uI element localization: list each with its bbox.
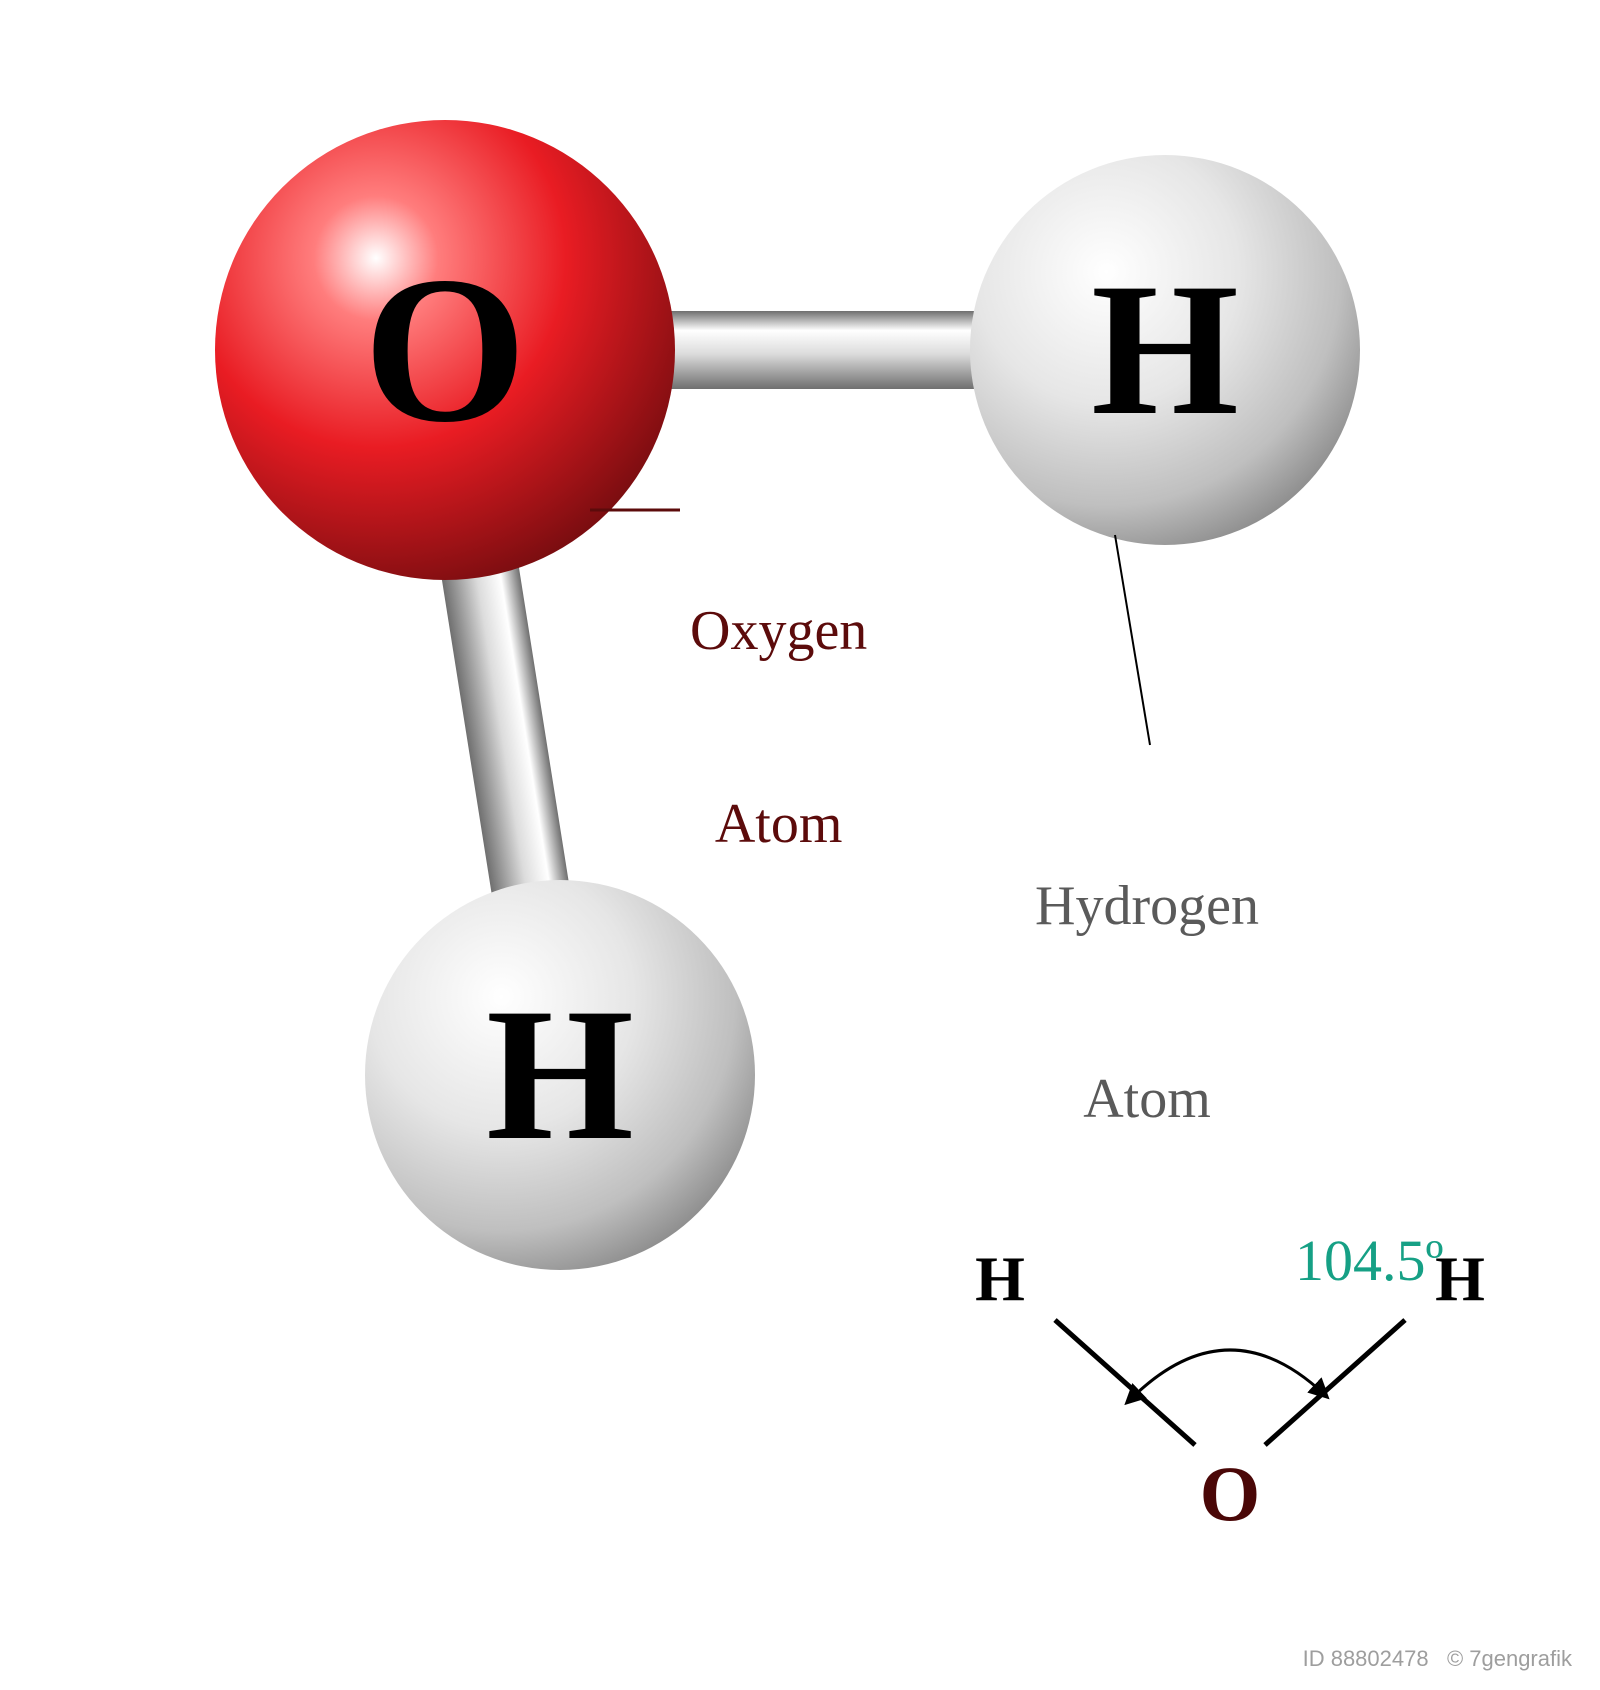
hydrogen-atom-right: H: [970, 155, 1360, 545]
oxygen-callout: Oxygen Atom: [690, 470, 867, 985]
image-id: ID 88802478: [1303, 1646, 1429, 1671]
image-credit: ID 88802478 © 7gengrafik: [1303, 1646, 1572, 1672]
diagram-stage: H H O O H H 104.5º: [0, 0, 1600, 1690]
structural-o-symbol: O: [1200, 1450, 1261, 1537]
hydrogen-callout-line2: Atom: [1035, 1067, 1259, 1131]
angle-arc: [1135, 1350, 1325, 1395]
structural-bond-right: [1265, 1320, 1405, 1445]
structural-h-left-symbol: H: [975, 1243, 1025, 1314]
hydrogen-callout-line1: Hydrogen: [1035, 874, 1259, 938]
structural-bond-left: [1055, 1320, 1195, 1445]
image-copyright: © 7gengrafik: [1447, 1646, 1572, 1671]
oxygen-callout-line2: Atom: [690, 792, 867, 856]
hydrogen-bottom-symbol: H: [486, 970, 634, 1180]
oxygen-callout-line1: Oxygen: [690, 599, 867, 663]
hydrogen-leader-line: [1115, 535, 1150, 745]
angle-label: 104.5º: [1295, 1228, 1443, 1293]
hydrogen-callout: Hydrogen Atom: [1035, 745, 1259, 1260]
oxygen-symbol: O: [363, 234, 526, 466]
hydrogen-right-symbol: H: [1091, 245, 1239, 455]
structural-inset: O H H 104.5º: [975, 1228, 1485, 1537]
